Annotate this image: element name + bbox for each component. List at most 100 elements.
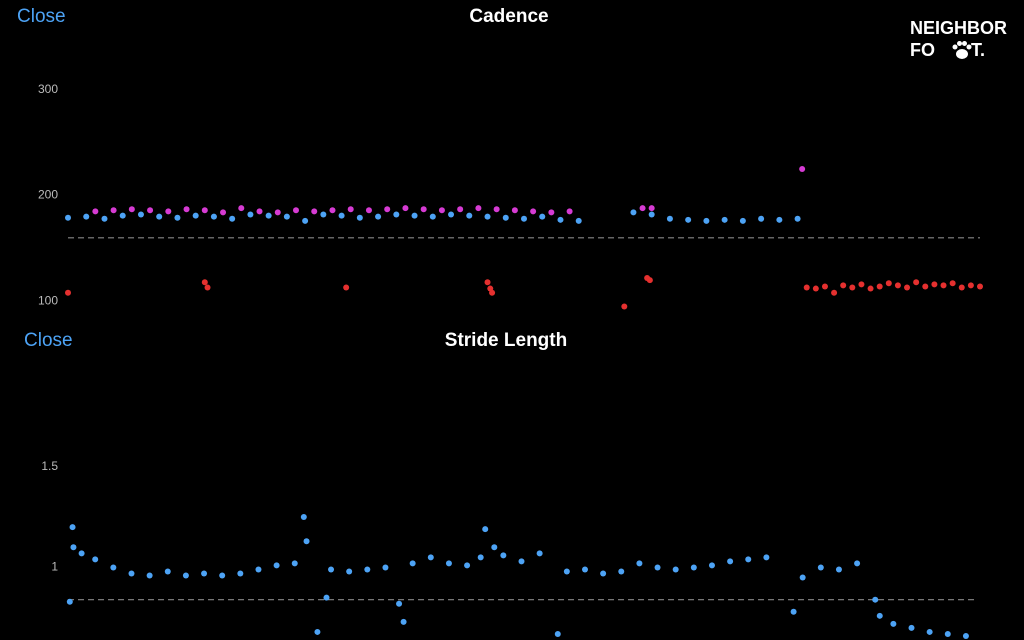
point bbox=[618, 568, 625, 575]
point bbox=[328, 566, 335, 573]
close-button[interactable]: Close bbox=[24, 330, 73, 351]
point bbox=[491, 544, 498, 551]
point bbox=[156, 213, 163, 220]
point bbox=[835, 566, 842, 573]
point bbox=[489, 289, 496, 296]
point bbox=[831, 289, 838, 296]
chart-title: Stride Length bbox=[445, 330, 567, 351]
point bbox=[365, 207, 372, 214]
point bbox=[967, 282, 974, 289]
y-tick-label: 300 bbox=[38, 82, 58, 96]
point bbox=[708, 562, 715, 569]
point bbox=[872, 596, 879, 603]
point bbox=[776, 216, 783, 223]
point bbox=[727, 558, 734, 565]
point bbox=[182, 572, 189, 579]
point bbox=[384, 206, 391, 213]
point bbox=[518, 558, 525, 565]
point bbox=[356, 214, 363, 221]
point bbox=[557, 216, 564, 223]
point bbox=[201, 279, 208, 286]
point bbox=[346, 568, 353, 575]
point bbox=[940, 282, 947, 289]
point bbox=[790, 608, 797, 615]
point bbox=[502, 214, 509, 221]
point bbox=[493, 206, 500, 213]
point bbox=[554, 630, 561, 637]
point bbox=[500, 552, 507, 559]
point bbox=[621, 303, 628, 310]
point bbox=[666, 215, 673, 222]
point bbox=[858, 281, 865, 288]
point bbox=[962, 632, 969, 639]
point bbox=[511, 207, 518, 214]
point bbox=[255, 566, 262, 573]
plot: 11.5 bbox=[41, 459, 975, 639]
point bbox=[165, 208, 172, 215]
point bbox=[475, 205, 482, 212]
point bbox=[958, 284, 965, 291]
point bbox=[466, 212, 473, 219]
point bbox=[201, 207, 208, 214]
point bbox=[293, 207, 299, 214]
close-button[interactable]: Close bbox=[17, 6, 66, 27]
point bbox=[445, 560, 452, 567]
point bbox=[648, 211, 655, 218]
point bbox=[758, 215, 765, 222]
point bbox=[799, 574, 806, 581]
point bbox=[563, 568, 570, 575]
point bbox=[812, 285, 819, 292]
point bbox=[220, 209, 227, 216]
point bbox=[201, 570, 208, 577]
point bbox=[484, 279, 491, 286]
point bbox=[273, 562, 280, 569]
point bbox=[464, 562, 471, 569]
point bbox=[639, 205, 646, 212]
point bbox=[457, 206, 464, 213]
point bbox=[402, 205, 409, 212]
point bbox=[840, 282, 847, 289]
point bbox=[300, 514, 307, 521]
point bbox=[821, 283, 828, 290]
point bbox=[320, 211, 327, 218]
point bbox=[147, 207, 154, 214]
point bbox=[630, 209, 637, 216]
plot: 100 200 300 bbox=[38, 82, 983, 310]
y-tick-label: 100 bbox=[38, 293, 58, 307]
point bbox=[256, 208, 263, 215]
point bbox=[539, 213, 546, 220]
point bbox=[274, 209, 281, 216]
point bbox=[530, 208, 537, 215]
y-tick-label: 1.5 bbox=[41, 459, 58, 473]
point bbox=[890, 620, 897, 627]
point bbox=[78, 550, 85, 557]
point bbox=[477, 554, 484, 561]
point bbox=[885, 280, 892, 287]
point bbox=[110, 207, 117, 214]
point bbox=[338, 212, 345, 219]
point bbox=[926, 628, 933, 635]
point bbox=[396, 600, 403, 607]
point bbox=[283, 213, 290, 220]
point bbox=[876, 283, 883, 290]
point bbox=[799, 166, 806, 173]
point bbox=[343, 284, 350, 291]
point bbox=[137, 211, 144, 218]
y-tick-label: 200 bbox=[38, 188, 58, 202]
point bbox=[229, 215, 236, 222]
point bbox=[183, 206, 190, 213]
point bbox=[817, 564, 824, 571]
point bbox=[949, 280, 956, 287]
point bbox=[566, 208, 573, 215]
point bbox=[636, 560, 643, 567]
point bbox=[420, 206, 427, 213]
point bbox=[146, 572, 153, 579]
point bbox=[536, 550, 543, 557]
point bbox=[867, 285, 874, 292]
point bbox=[219, 572, 226, 579]
point bbox=[721, 216, 728, 223]
point bbox=[429, 213, 436, 220]
point bbox=[70, 544, 77, 551]
